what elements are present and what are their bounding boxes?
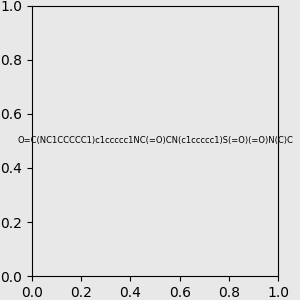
Text: O=C(NC1CCCCC1)c1ccccc1NC(=O)CN(c1ccccc1)S(=O)(=O)N(C)C: O=C(NC1CCCCC1)c1ccccc1NC(=O)CN(c1ccccc1)… [17, 136, 293, 146]
